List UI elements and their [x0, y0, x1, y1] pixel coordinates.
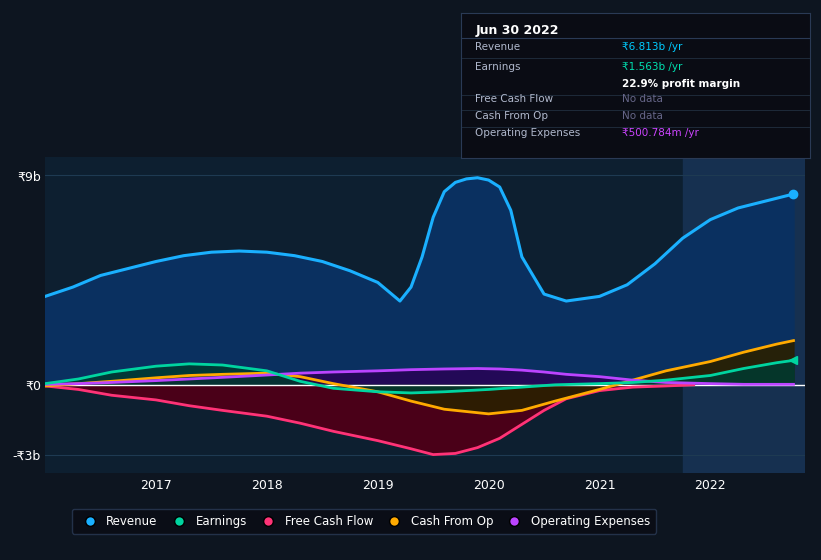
- Text: ₹500.784m /yr: ₹500.784m /yr: [622, 128, 699, 138]
- Text: 22.9% profit margin: 22.9% profit margin: [622, 79, 740, 89]
- Text: No data: No data: [622, 111, 663, 121]
- Bar: [682, 157, 805, 473]
- Text: Operating Expenses: Operating Expenses: [475, 128, 580, 138]
- Legend: Revenue, Earnings, Free Cash Flow, Cash From Op, Operating Expenses: Revenue, Earnings, Free Cash Flow, Cash …: [72, 509, 656, 534]
- Text: Free Cash Flow: Free Cash Flow: [475, 94, 553, 104]
- Text: Earnings: Earnings: [475, 62, 521, 72]
- Text: No data: No data: [622, 94, 663, 104]
- Text: Revenue: Revenue: [475, 43, 521, 52]
- Text: ₹6.813b /yr: ₹6.813b /yr: [622, 43, 682, 52]
- Text: ₹1.563b /yr: ₹1.563b /yr: [622, 62, 682, 72]
- Text: Cash From Op: Cash From Op: [475, 111, 548, 121]
- Text: Jun 30 2022: Jun 30 2022: [475, 24, 559, 36]
